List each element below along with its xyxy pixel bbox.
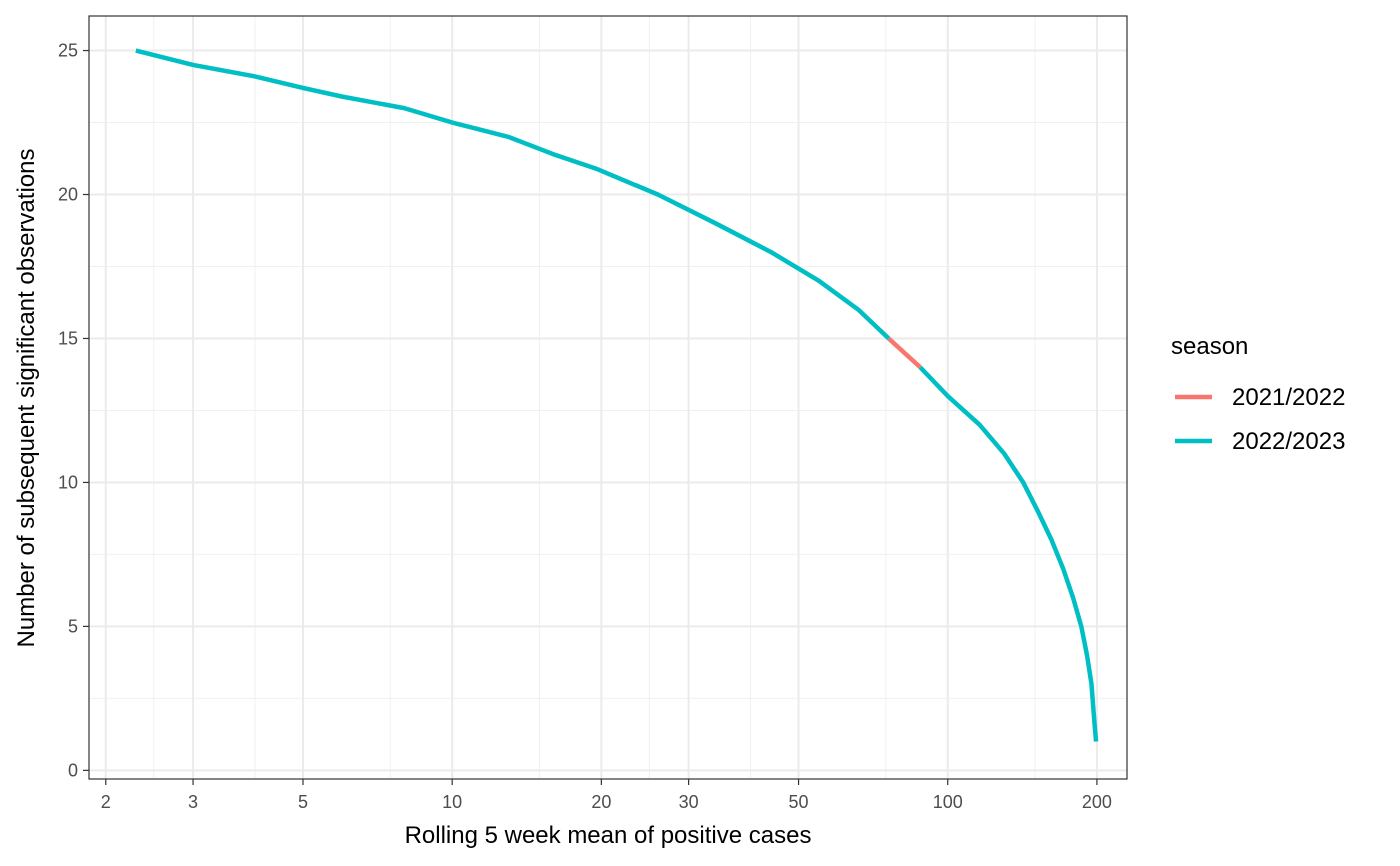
legend-label-2022-2023: 2022/2023 [1232,428,1345,455]
x-tick-label-200: 200 [1082,792,1112,812]
legend-title: season [1171,333,1248,360]
y-tick-label-20: 20 [58,185,78,205]
y-tick-label-15: 15 [58,328,78,348]
grid-minor [89,16,1127,779]
legend-item-2021-2022: 2021/2022 [1175,384,1345,411]
x-tick-label-10: 10 [442,792,462,812]
y-axis-title: Number of subsequent significant observa… [13,149,40,648]
x-tick-label-30: 30 [679,792,699,812]
panel-background [89,16,1127,779]
x-tick-label-100: 100 [933,792,963,812]
y-tick-label-10: 10 [58,472,78,492]
y-tick-label-0: 0 [68,760,78,780]
y-axis: 0 5 10 15 20 25 [58,41,89,780]
series-line-2022-2023-segment-1 [135,48,891,341]
x-axis-title: Rolling 5 week mean of positive cases [405,822,812,849]
grid-major [89,16,1127,779]
x-tick-label-3: 3 [188,792,198,812]
x-axis: 2 3 5 10 20 30 50 100 200 [101,779,1112,812]
plot-panel [88,15,1128,780]
series-layer [135,48,1099,742]
x-tick-label-2: 2 [101,792,111,812]
series-line-2022-2023-segment-2 [918,365,1099,742]
x-tick-label-20: 20 [591,792,611,812]
legend: season 2021/2022 2022/2023 [1171,333,1345,455]
panel-border [88,15,1128,780]
legend-item-2022-2023: 2022/2023 [1175,428,1345,455]
x-tick-label-5: 5 [298,792,308,812]
y-tick-label-25: 25 [58,41,78,61]
series-line-2021-2022 [887,336,922,369]
legend-label-2021-2022: 2021/2022 [1232,384,1345,411]
y-tick-label-5: 5 [68,616,78,636]
x-tick-label-50: 50 [789,792,809,812]
